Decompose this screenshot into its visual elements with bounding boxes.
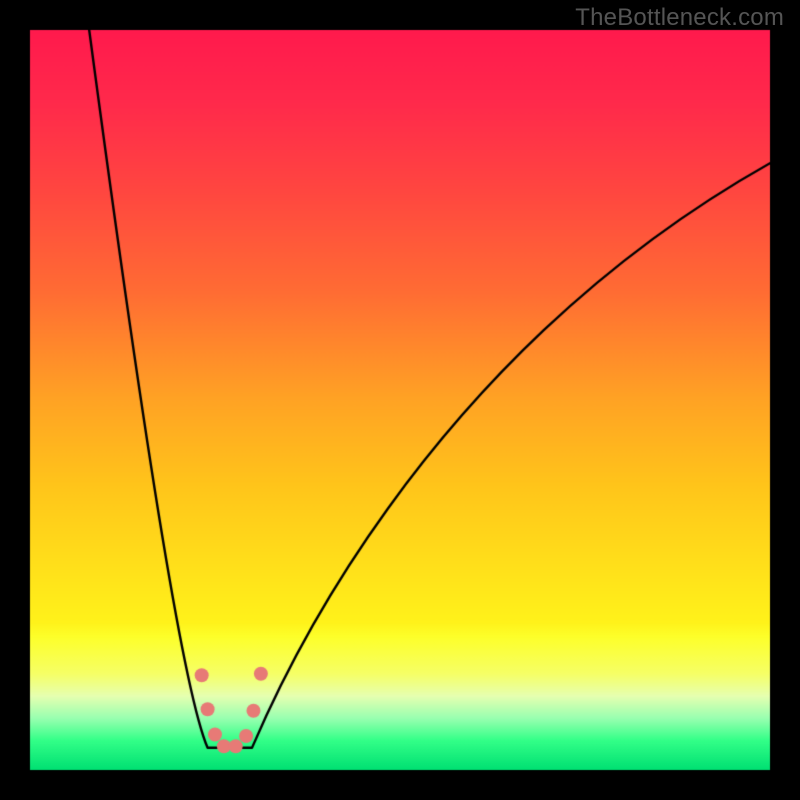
chart-root: TheBottleneck.com	[0, 0, 800, 800]
watermark-text: TheBottleneck.com	[575, 4, 784, 32]
bottleneck-chart-canvas	[0, 0, 800, 800]
